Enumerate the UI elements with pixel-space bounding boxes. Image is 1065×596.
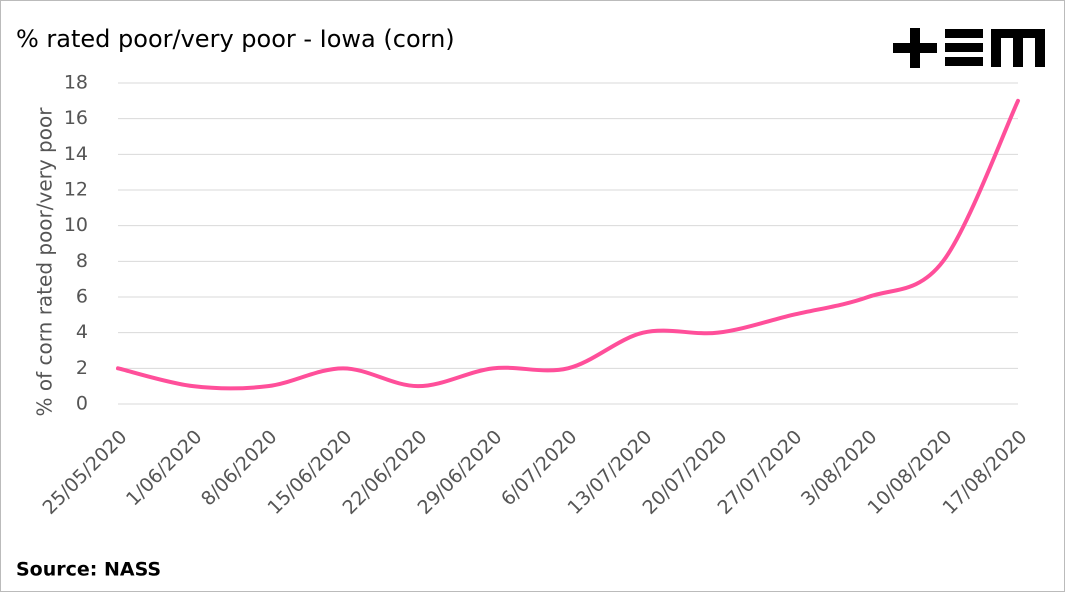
y-tick-label: 16 <box>64 107 88 129</box>
y-tick-label: 18 <box>64 72 88 94</box>
line <box>116 98 1020 391</box>
y-tick-label: 10 <box>64 214 88 236</box>
y-tick-label: 8 <box>76 250 88 272</box>
y-tick-label: 6 <box>76 286 88 308</box>
logo <box>893 28 1045 68</box>
y-tick-label: 14 <box>64 143 88 165</box>
chart-title: % rated poor/very poor - Iowa (corn) <box>16 25 455 53</box>
source: Source: NASS <box>16 559 161 581</box>
y-tick-label: 2 <box>76 357 88 379</box>
y-tick-label: 0 <box>76 393 88 415</box>
y-tick-label: 12 <box>64 179 88 201</box>
y-tick-label: 4 <box>76 321 88 343</box>
y-axis-label: % of corn rated poor/very poor <box>33 107 57 417</box>
